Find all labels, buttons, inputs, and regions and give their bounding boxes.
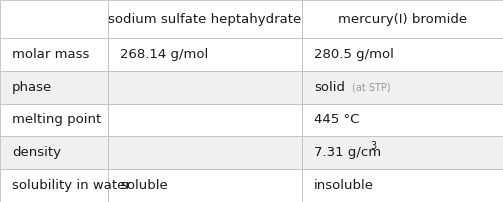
Bar xyxy=(108,38,302,71)
Text: (at STP): (at STP) xyxy=(352,82,390,92)
Bar xyxy=(302,38,503,71)
Bar xyxy=(108,136,302,169)
Text: molar mass: molar mass xyxy=(12,48,90,61)
Bar xyxy=(0,0,108,38)
Text: solubility in water: solubility in water xyxy=(12,179,131,192)
Bar xyxy=(302,169,503,202)
Bar xyxy=(302,136,503,169)
Bar xyxy=(302,71,503,104)
Text: 280.5 g/mol: 280.5 g/mol xyxy=(314,48,394,61)
Bar xyxy=(0,169,108,202)
Text: 3: 3 xyxy=(371,141,377,151)
Text: phase: phase xyxy=(12,81,52,94)
Bar xyxy=(0,104,108,136)
Text: insoluble: insoluble xyxy=(314,179,374,192)
Text: 445 °C: 445 °C xyxy=(314,114,359,126)
Bar xyxy=(302,104,503,136)
Text: density: density xyxy=(12,146,61,159)
Bar xyxy=(108,169,302,202)
Bar xyxy=(0,38,108,71)
Bar xyxy=(108,0,302,38)
Text: sodium sulfate heptahydrate: sodium sulfate heptahydrate xyxy=(108,13,302,25)
Text: 268.14 g/mol: 268.14 g/mol xyxy=(120,48,208,61)
Bar xyxy=(0,71,108,104)
Bar xyxy=(302,0,503,38)
Bar xyxy=(108,71,302,104)
Text: soluble: soluble xyxy=(120,179,168,192)
Text: melting point: melting point xyxy=(12,114,101,126)
Text: 7.31 g/cm: 7.31 g/cm xyxy=(314,146,381,159)
Text: solid: solid xyxy=(314,81,345,94)
Text: mercury(I) bromide: mercury(I) bromide xyxy=(338,13,467,25)
Bar xyxy=(0,136,108,169)
Bar xyxy=(108,104,302,136)
